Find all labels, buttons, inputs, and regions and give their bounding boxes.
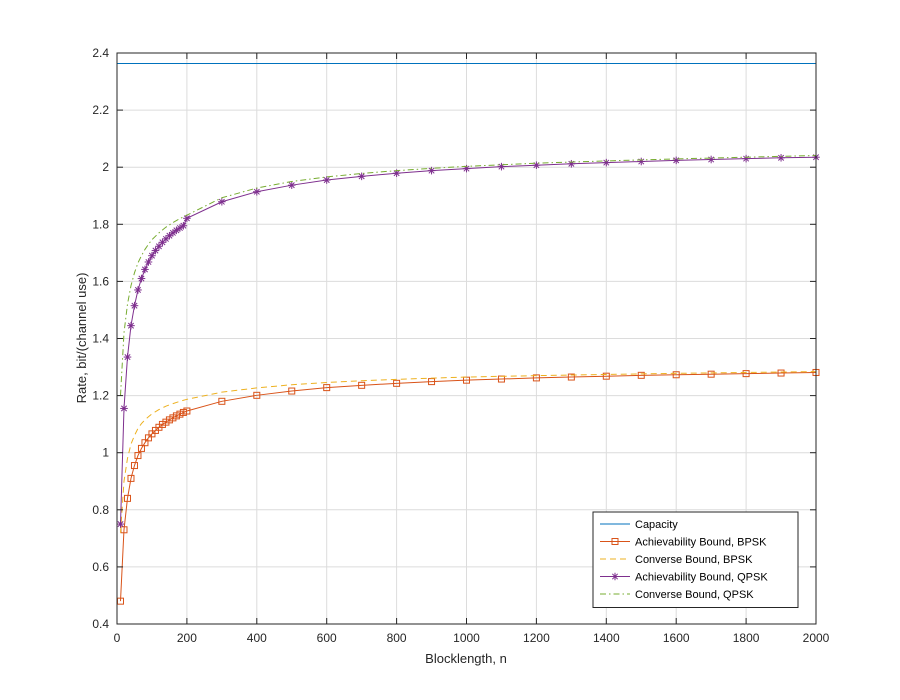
legend-marker: [611, 572, 619, 581]
x-tick-label: 400: [247, 631, 267, 645]
data-point: [672, 371, 680, 379]
data-point: [130, 462, 138, 470]
data-point: [134, 452, 142, 460]
y-tick-label: 2.2: [92, 103, 109, 117]
data-point: [742, 154, 750, 163]
data-point: [253, 391, 261, 399]
x-tick-label: 200: [177, 631, 197, 645]
legend-box: [592, 511, 799, 608]
data-point: [637, 371, 645, 379]
data-point: [151, 246, 160, 255]
data-point: [144, 258, 153, 266]
data-point: [742, 370, 750, 378]
data-point: [322, 176, 331, 184]
x-tick-label: 1000: [453, 631, 480, 645]
y-tick-label: 1.8: [92, 217, 109, 231]
legend-entry: Capacity: [635, 519, 678, 531]
data-point: [602, 158, 611, 167]
data-point: [358, 381, 366, 389]
data-point: [183, 214, 191, 223]
x-tick-label: 2000: [803, 631, 830, 645]
legend-entry: Converse Bound, BPSK: [635, 554, 753, 566]
data-point: [777, 153, 785, 162]
data-point: [532, 161, 541, 170]
data-point: [672, 156, 680, 165]
legend-entry: Converse Bound, QPSK: [635, 589, 754, 601]
series-layer: [116, 63, 820, 605]
series-line: [120, 371, 817, 602]
legend-marker: [611, 538, 619, 545]
data-point: [602, 372, 610, 380]
data-point: [141, 265, 149, 274]
data-point: [218, 197, 226, 206]
y-tick-label: 1.6: [92, 274, 109, 288]
series-line: [120, 371, 817, 533]
series-1: [116, 368, 820, 605]
data-point: [497, 162, 506, 171]
x-tick-label: 1600: [663, 631, 690, 645]
data-point: [253, 187, 261, 196]
data-point: [169, 229, 177, 237]
data-point: [123, 353, 132, 361]
legend: Capacity Achievability Bound, BPSK Convers…: [592, 511, 799, 608]
data-point: [357, 172, 366, 181]
x-tick-label: 1400: [593, 631, 620, 645]
y-tick-label: 0.6: [92, 560, 109, 574]
x-axis-label: Blocklength, n: [425, 651, 507, 666]
data-point: [183, 407, 191, 415]
data-point: [179, 221, 188, 230]
x-tick-label: 800: [387, 631, 407, 645]
y-tick-label: 1.2: [92, 389, 109, 403]
data-point: [116, 520, 125, 528]
data-point: [288, 387, 296, 395]
data-point: [127, 321, 135, 330]
data-point: [218, 397, 226, 405]
data-point: [532, 374, 540, 382]
data-point: [137, 274, 146, 283]
legend-entry: Achievability Bound, BPSK: [635, 537, 767, 549]
data-point: [123, 494, 131, 502]
y-tick-label: 1.4: [92, 332, 109, 346]
x-tick-label: 0: [114, 631, 121, 645]
y-tick-label: 2: [102, 160, 109, 174]
data-point: [148, 251, 156, 260]
data-point: [287, 181, 296, 189]
data-point: [127, 474, 135, 482]
legend-entry: Achievability Bound, QPSK: [635, 572, 768, 584]
y-tick-label: 2.4: [92, 46, 109, 60]
series-line: [120, 156, 817, 525]
data-point: [777, 369, 785, 377]
data-point: [134, 286, 142, 294]
data-point: [567, 373, 575, 381]
data-point: [567, 159, 576, 168]
series-2: [120, 371, 817, 533]
series-3: [116, 153, 820, 528]
data-point: [130, 301, 139, 310]
data-point: [393, 379, 401, 387]
y-tick-label: 0.4: [92, 617, 109, 631]
x-tick-label: 600: [317, 631, 337, 645]
data-point: [323, 384, 331, 392]
y-tick-label: 1: [102, 446, 109, 460]
ticks: [116, 52, 817, 625]
y-axis-label: Rate, bit/(channel use): [74, 273, 89, 404]
data-point: [637, 157, 646, 166]
data-point: [707, 155, 715, 164]
tick-labels: 0 200 400 600 800 1000 1200 1400 1600 1800 2000 0.4…: [92, 46, 829, 645]
x-tick-label: 1800: [733, 631, 760, 645]
data-point: [120, 404, 128, 413]
x-tick-label: 1200: [523, 631, 550, 645]
y-tick-label: 0.8: [92, 503, 109, 517]
data-point: [707, 370, 715, 378]
